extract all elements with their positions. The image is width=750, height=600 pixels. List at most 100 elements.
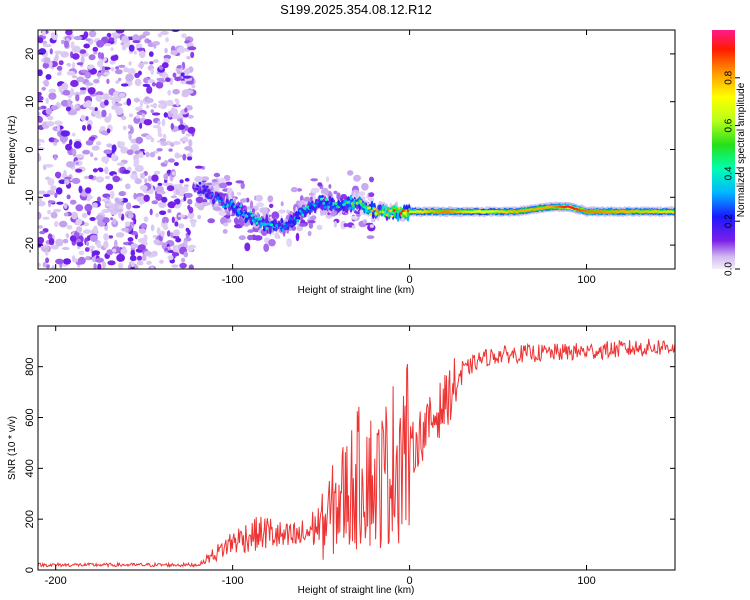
noise-patch (64, 176, 72, 180)
noise-patch (101, 156, 110, 163)
noise-patch (111, 153, 117, 161)
noise-patch (108, 37, 115, 42)
noise-patch (245, 197, 250, 203)
noise-patch (278, 209, 285, 214)
noise-patch (197, 215, 202, 220)
ridge-cell (290, 224, 293, 228)
noise-patch (83, 175, 90, 180)
ridge-cell (300, 211, 303, 214)
noise-patch (50, 185, 57, 192)
noise-patch (152, 125, 161, 129)
noise-patch (143, 250, 152, 256)
noise-patch (86, 124, 92, 131)
noise-patch (139, 34, 147, 39)
ridge-cell (244, 211, 248, 215)
noise-patch (115, 232, 125, 238)
noise-patch (336, 192, 341, 201)
noise-patch (138, 62, 145, 69)
colorbar-tick-label: 0.4 (724, 166, 735, 180)
ridge-cell (389, 209, 393, 213)
noise-patch (72, 148, 77, 157)
noise-patch (85, 241, 90, 247)
noise-patch (91, 250, 101, 256)
noise-patch (351, 215, 358, 220)
noise-patch (308, 222, 314, 229)
noise-patch (65, 106, 72, 112)
ridge-cell (370, 209, 374, 213)
noise-patch (63, 212, 69, 217)
noise-patch (316, 224, 323, 230)
noise-patch (128, 113, 134, 118)
noise-patch (66, 225, 73, 230)
noise-patch (93, 263, 97, 269)
noise-patch (66, 194, 71, 200)
noise-patch (99, 126, 106, 132)
spectrogram-xlabel: Height of straight line (km) (298, 285, 415, 296)
noise-patch (157, 132, 163, 138)
ridge-cell (349, 194, 353, 201)
ridge-cell (208, 191, 212, 195)
noise-patch (126, 202, 132, 210)
y-tick-label: 600 (24, 408, 36, 426)
ridge-cell (316, 200, 319, 204)
noise-patch (56, 65, 63, 71)
noise-patch (111, 67, 115, 72)
noise-patch (146, 104, 150, 109)
noise-patch (142, 61, 149, 65)
ridge-cell (350, 202, 354, 206)
noise-patch (41, 30, 46, 37)
noise-patch (70, 88, 75, 96)
noise-patch (133, 192, 137, 200)
noise-patch (122, 169, 131, 174)
noise-patch (142, 83, 151, 87)
noise-patch (88, 30, 97, 38)
noise-patch (101, 65, 105, 74)
ridge-cell (333, 207, 337, 210)
noise-patch (111, 104, 118, 110)
noise-patch (118, 64, 126, 68)
noise-patch (195, 196, 204, 204)
noise-patch (158, 79, 166, 83)
noise-patch (187, 46, 197, 51)
noise-patch (100, 130, 108, 135)
noise-patch (369, 176, 374, 183)
noise-patch (184, 107, 188, 113)
noise-patch (84, 71, 92, 79)
noise-patch (157, 126, 162, 135)
noise-patch (131, 261, 135, 268)
noise-patch (76, 62, 84, 66)
noise-patch (63, 169, 67, 176)
noise-patch (38, 95, 44, 102)
noise-patch (38, 106, 43, 110)
noise-patch (103, 240, 109, 249)
noise-patch (96, 242, 102, 249)
noise-patch (50, 211, 58, 219)
noise-patch (267, 195, 274, 203)
noise-patch (155, 193, 163, 201)
noise-patch (325, 213, 333, 219)
noise-patch (65, 143, 72, 151)
noise-patch (54, 171, 62, 178)
noise-patch (112, 175, 121, 183)
noise-patch (147, 175, 153, 182)
noise-patch (151, 250, 158, 257)
noise-patch (143, 194, 150, 202)
noise-patch (164, 247, 169, 252)
ridge-cell (317, 204, 321, 208)
ridge-cell (301, 213, 305, 217)
noise-patch (132, 40, 141, 44)
snr-frame (37, 325, 676, 571)
ridge-cell (334, 202, 338, 206)
x-tick-label: -100 (222, 274, 244, 286)
ridge-cell (197, 191, 201, 195)
noise-patch (126, 98, 132, 106)
noise-patch (38, 262, 41, 268)
noise-patch (218, 182, 228, 189)
noise-patch (172, 245, 177, 253)
noise-patch (132, 34, 140, 42)
noise-patch (151, 174, 159, 182)
noise-patch (75, 161, 79, 165)
noise-patch (157, 120, 161, 126)
noise-patch (184, 68, 191, 75)
ridge-cell (212, 199, 215, 203)
